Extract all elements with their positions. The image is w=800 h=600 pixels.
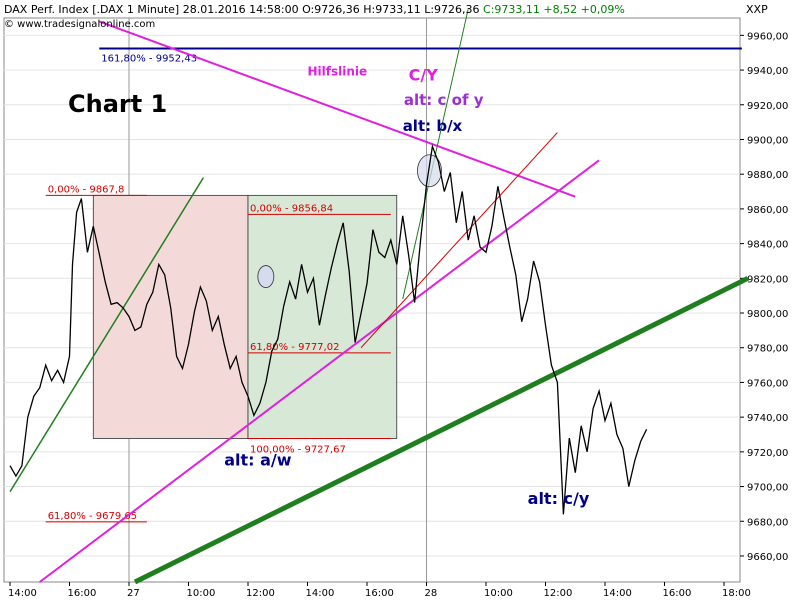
corner-label: XXP: [746, 3, 768, 16]
correction-box-red: [92, 194, 249, 439]
fib-level-label: 0,00% - 9856,84: [250, 203, 333, 214]
chart-annotation: alt: c of y: [404, 91, 484, 109]
y-tick-label: 9960,00: [747, 31, 788, 42]
y-tick-label: 9800,00: [747, 309, 788, 320]
chart-annotation: alt: b/x: [403, 117, 463, 135]
x-tick-label: 10:00: [484, 588, 513, 599]
marker-circle: [417, 154, 442, 188]
price-line: [9, 143, 648, 515]
fib-level-label: 0,00% - 9867,8: [48, 184, 125, 195]
chart-annotation: C/Y: [409, 65, 439, 84]
chart-title: Chart 1: [68, 90, 168, 118]
chart-annotation: Hilfslinie: [308, 64, 368, 78]
x-tick-label: 14:00: [8, 588, 37, 599]
green-trendline-left: [9, 177, 205, 493]
y-tick-label: 9780,00: [747, 344, 788, 355]
x-tick-label: 28: [425, 588, 438, 599]
x-tick-label: 16:00: [68, 588, 97, 599]
chart-annotation: alt: c/y: [528, 489, 590, 508]
ohlc-label: O:9726,36 H:9733,11 L:9726,36: [302, 3, 480, 16]
y-tick-label: 9700,00: [747, 483, 788, 494]
correction-box-green: [247, 194, 398, 439]
y-tick-label: 9900,00: [747, 135, 788, 146]
x-tick-label: 14:00: [306, 588, 335, 599]
y-tick-label: 9840,00: [747, 240, 788, 251]
hilfslinie-line: [98, 20, 576, 198]
x-tick-label: 12:00: [246, 588, 275, 599]
y-tick-label: 9820,00: [747, 274, 788, 285]
instrument-label: DAX Perf. Index [.DAX 1 Minute]: [4, 3, 180, 16]
x-tick-label: 16:00: [663, 588, 692, 599]
fib-level-label: 61,80% - 9777,02: [250, 342, 339, 353]
chart-annotation: alt: a/w: [224, 451, 292, 470]
x-tick-label: 18:00: [722, 588, 751, 599]
y-tick-label: 9920,00: [747, 101, 788, 112]
x-tick-label: 16:00: [365, 588, 394, 599]
y-tick-label: 9760,00: [747, 378, 788, 389]
datetime-label: 28.01.2016 14:58:00: [182, 3, 299, 16]
y-tick-label: 9940,00: [747, 66, 788, 77]
x-tick-label: 12:00: [544, 588, 573, 599]
magenta-trendline: [39, 159, 600, 583]
red-trendline: [360, 132, 558, 349]
x-tick-label: 14:00: [603, 588, 632, 599]
x-tick-label: 27: [127, 588, 140, 599]
fib-level-label: 161,80% - 9952,43: [101, 53, 197, 64]
chart-header: DAX Perf. Index [.DAX 1 Minute] 28.01.20…: [4, 3, 625, 16]
y-tick-label: 9740,00: [747, 413, 788, 424]
close-label: C:9733,11 +8,52 +0,09%: [483, 3, 625, 16]
x-tick-label: 10:00: [187, 588, 216, 599]
green-support-line: [133, 276, 749, 585]
marker-circle: [257, 265, 275, 288]
y-tick-label: 9720,00: [747, 448, 788, 459]
y-tick-label: 9680,00: [747, 517, 788, 528]
y-tick-label: 9860,00: [747, 205, 788, 216]
y-tick-label: 9660,00: [747, 552, 788, 563]
fib-level-label: 100,00% - 9727,67: [250, 445, 346, 456]
website-label: © www.tradesignalonline.com: [4, 19, 156, 30]
y-tick-label: 9880,00: [747, 170, 788, 181]
fib-level-label: 61,80% - 9679,65: [48, 511, 137, 522]
